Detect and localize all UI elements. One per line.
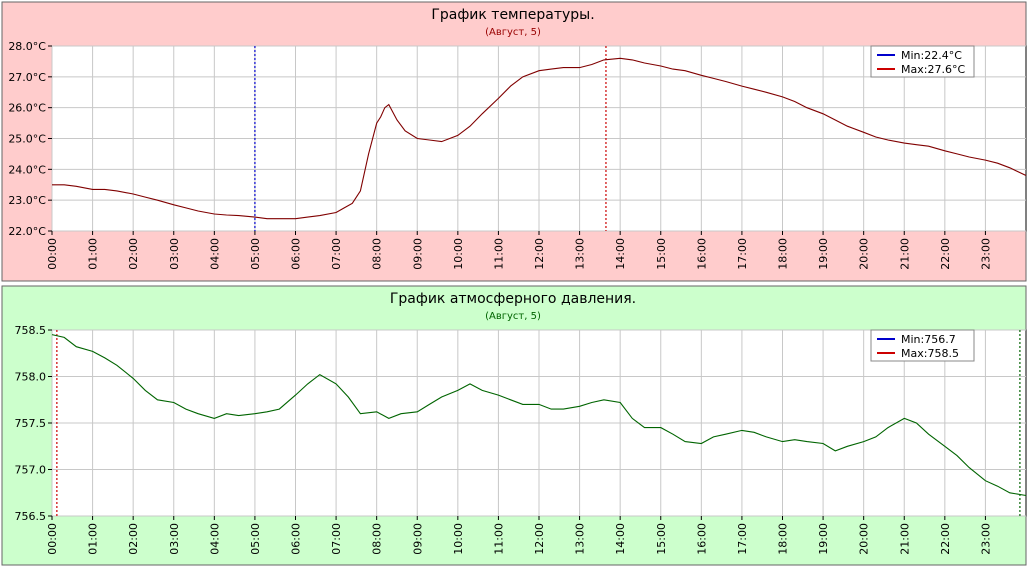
temperature-legend-label: Max:27.6°C <box>901 63 965 76</box>
pressure-x-tick-label: 23:00 <box>979 523 992 555</box>
temperature-markers <box>254 46 607 231</box>
pressure-grid <box>51 329 1026 517</box>
pressure-y-tick-label: 757.5 <box>15 417 47 430</box>
pressure-legend-label: Max:758.5 <box>901 347 959 360</box>
pressure-x-tick-label: 16:00 <box>695 523 708 555</box>
temperature-series <box>52 57 1027 220</box>
temperature-x-tick-label: 18:00 <box>777 238 790 270</box>
pressure-x-tick-label: 20:00 <box>858 523 871 555</box>
pressure-y-tick-label: 758.5 <box>15 324 47 337</box>
temperature-x-tick-label: 16:00 <box>695 238 708 270</box>
temperature-y-tick-label: 23.0°C <box>8 194 46 207</box>
temperature-x-tick-label: 14:00 <box>614 238 627 270</box>
temperature-x-tick-label: 06:00 <box>290 238 303 270</box>
temperature-x-tick-label: 19:00 <box>817 238 830 270</box>
pressure-y-tick-label: 757.0 <box>15 464 47 477</box>
temperature-legend-box <box>870 45 975 78</box>
pressure-x-tick-label: 02:00 <box>127 523 140 555</box>
temperature-x-tick-label: 11:00 <box>492 238 505 270</box>
temperature-y-tick-label: 25.0°C <box>8 133 46 146</box>
pressure-panel: График атмосферного давления. (Август, 5… <box>1 285 1027 566</box>
pressure-x-tick-label: 05:00 <box>249 523 262 555</box>
pressure-series-line <box>51 334 1027 497</box>
pressure-x-tick-label: 00:00 <box>46 523 59 555</box>
temperature-x-tick-label: 17:00 <box>736 238 749 270</box>
temperature-y-axis: 22.0°C 23.0°C 24.0°C 25.0°C 26.0°C 27.0°C 28.0… <box>8 40 52 238</box>
pressure-x-tick-label: 22:00 <box>939 523 952 555</box>
pressure-y-tick-label: 756.5 <box>15 510 47 523</box>
pressure-chart-title: График атмосферного давления. <box>390 291 636 307</box>
pressure-x-tick-label: 06:00 <box>290 523 303 555</box>
temperature-x-tick-label: 15:00 <box>655 238 668 270</box>
temperature-x-tick-label: 12:00 <box>533 238 546 270</box>
temperature-x-tick-label: 00:00 <box>46 238 59 270</box>
temperature-chart-title: График температуры. <box>431 7 594 23</box>
temperature-x-tick-label: 22:00 <box>939 238 952 270</box>
temperature-x-tick-label: 13:00 <box>574 238 587 270</box>
temperature-x-tick-label: 21:00 <box>898 238 911 270</box>
pressure-x-tick-label: 17:00 <box>736 523 749 555</box>
pressure-x-tick-label: 12:00 <box>533 523 546 555</box>
pressure-series <box>51 334 1027 497</box>
pressure-x-tick-label: 04:00 <box>208 523 221 555</box>
pressure-chart-subtitle: (Август, 5) <box>485 311 541 322</box>
pressure-x-tick-label: 01:00 <box>87 523 100 555</box>
temperature-x-tick-label: 05:00 <box>249 238 262 270</box>
temperature-x-tick-label: 07:00 <box>330 238 343 270</box>
pressure-x-axis: 00:00 01:00 02:00 03:00 04:00 05:00 06:00 07:00… <box>46 516 992 555</box>
pressure-x-tick-label: 18:00 <box>777 523 790 555</box>
temperature-x-tick-label: 03:00 <box>168 238 181 270</box>
temperature-legend-label: Min:22.4°C <box>901 49 962 62</box>
temperature-x-tick-label: 08:00 <box>371 238 384 270</box>
temperature-x-tick-label: 04:00 <box>208 238 221 270</box>
pressure-x-tick-label: 15:00 <box>655 523 668 555</box>
pressure-x-tick-label: 08:00 <box>371 523 384 555</box>
pressure-legend-box <box>870 329 975 362</box>
temperature-x-tick-label: 01:00 <box>87 238 100 270</box>
temperature-x-tick-label: 23:00 <box>979 238 992 270</box>
pressure-x-tick-label: 13:00 <box>574 523 587 555</box>
temperature-y-tick-label: 26.0°C <box>8 102 46 115</box>
pressure-x-tick-label: 10:00 <box>452 523 465 555</box>
pressure-x-tick-label: 09:00 <box>411 523 424 555</box>
temperature-panel: График температуры. (Август, 5) 22.0°C 23… <box>1 1 1027 282</box>
pressure-x-tick-label: 14:00 <box>614 523 627 555</box>
pressure-x-tick-label: 03:00 <box>168 523 181 555</box>
temperature-y-tick-label: 27.0°C <box>8 71 46 84</box>
temperature-y-tick-label: 28.0°C <box>8 40 46 53</box>
temperature-x-tick-label: 20:00 <box>858 238 871 270</box>
temperature-x-tick-label: 10:00 <box>452 238 465 270</box>
temperature-y-tick-label: 22.0°C <box>8 225 46 238</box>
temperature-x-tick-label: 09:00 <box>411 238 424 270</box>
pressure-x-tick-label: 11:00 <box>492 523 505 555</box>
temperature-x-tick-label: 02:00 <box>127 238 140 270</box>
pressure-legend-label: Min:756.7 <box>901 333 956 346</box>
pressure-y-axis: 756.5 757.0 757.5 758.0 758.5 <box>15 324 52 523</box>
pressure-x-tick-label: 21:00 <box>898 523 911 555</box>
pressure-markers <box>56 330 1021 516</box>
temperature-y-tick-label: 24.0°C <box>8 163 46 176</box>
pressure-x-tick-label: 07:00 <box>330 523 343 555</box>
temperature-series-line <box>52 57 1027 220</box>
pressure-x-tick-label: 19:00 <box>817 523 830 555</box>
temperature-x-axis: 00:00 01:00 02:00 03:00 04:00 05:00 06:00 07:00… <box>46 231 992 270</box>
pressure-y-tick-label: 758.0 <box>15 371 47 384</box>
temperature-chart-subtitle: (Август, 5) <box>485 27 541 38</box>
